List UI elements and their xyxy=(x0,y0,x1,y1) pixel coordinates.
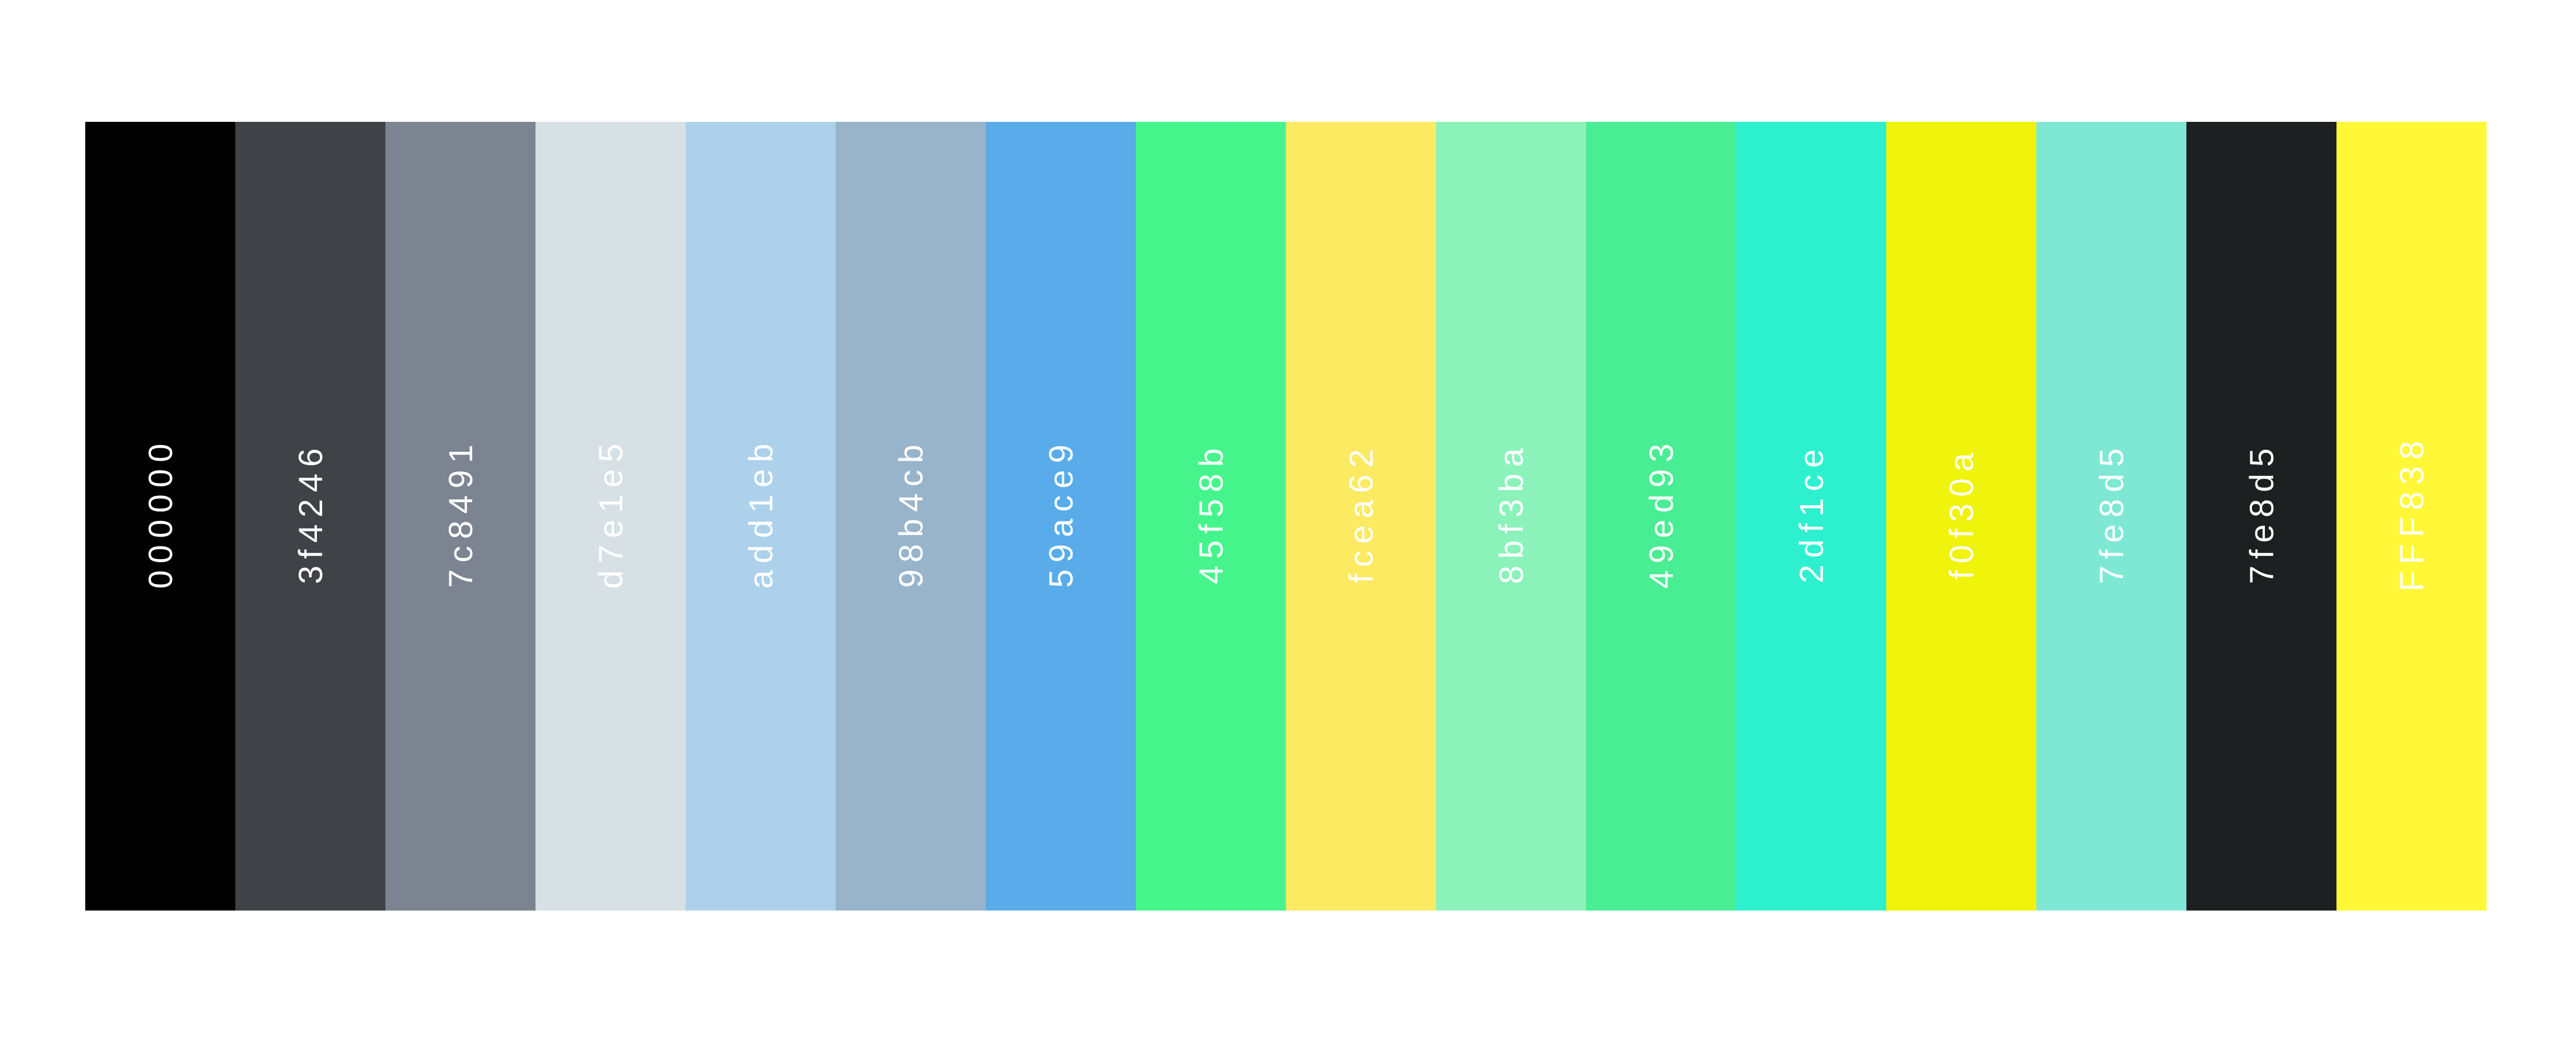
swatch-hex-label: add1eb xyxy=(742,437,780,589)
color-swatch: 45f58b xyxy=(1136,122,1286,911)
swatch-hex-label: 49ed93 xyxy=(1642,437,1680,589)
color-swatch: 3f4246 xyxy=(235,122,385,911)
swatch-hex-label: 7fe8d5 xyxy=(2242,441,2281,584)
swatch-hex-label: 2df1ce xyxy=(1792,442,1830,584)
color-swatch: 2df1ce xyxy=(1736,122,1886,911)
swatch-hex-label: 7fe8d5 xyxy=(2092,441,2130,584)
color-swatch: 7fe8d5 xyxy=(2036,122,2186,911)
color-swatch: 7fe8d5 xyxy=(2186,122,2336,911)
color-swatch: 98b4cb xyxy=(836,122,986,911)
swatch-hex-label: f0f30a xyxy=(1942,446,1980,579)
swatch-hex-label: 98b4cb xyxy=(892,438,930,588)
color-palette: 000000 3f4246 7c8491 d7e1e5 add1eb 98b4c… xyxy=(85,122,2487,911)
color-swatch: d7e1e5 xyxy=(535,122,686,911)
swatch-hex-label: d7e1e5 xyxy=(591,437,630,589)
color-swatch: f0f30a xyxy=(1886,122,2036,911)
color-swatch: 49ed93 xyxy=(1586,122,1736,911)
swatch-hex-label: 000000 xyxy=(141,437,179,589)
color-swatch: 59ace9 xyxy=(986,122,1136,911)
color-swatch: add1eb xyxy=(686,122,836,911)
swatch-hex-label: fcea62 xyxy=(1342,442,1380,584)
swatch-hex-label: 7c8491 xyxy=(441,438,480,588)
color-swatch: fcea62 xyxy=(1286,122,1436,911)
swatch-hex-label: FFF838 xyxy=(2392,434,2431,592)
color-swatch: FFF838 xyxy=(2336,122,2487,911)
swatch-hex-label: 3f4246 xyxy=(291,441,329,584)
swatch-hex-label: 45f58b xyxy=(1192,441,1230,584)
color-swatch: 000000 xyxy=(85,122,235,911)
swatch-hex-label: 59ace9 xyxy=(1042,438,1080,588)
color-swatch: 7c8491 xyxy=(385,122,535,911)
swatch-hex-label: 8bf3ba xyxy=(1492,441,1530,584)
color-swatch: 8bf3ba xyxy=(1436,122,1586,911)
